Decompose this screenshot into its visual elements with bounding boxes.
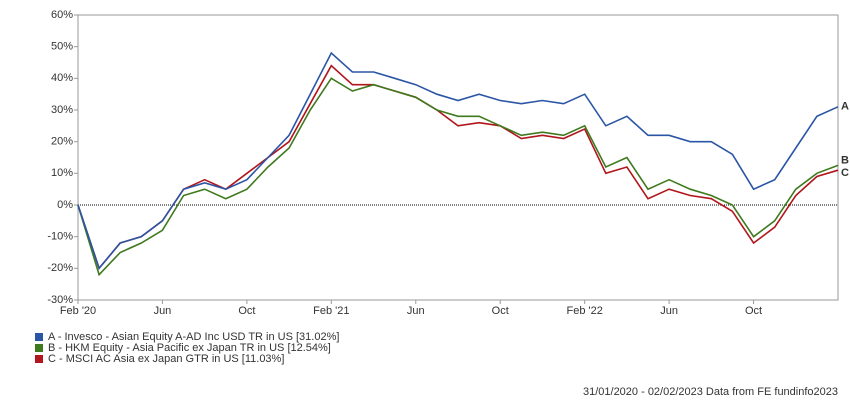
end-label: A [841,101,849,113]
y-tick-label: 60% [51,9,73,21]
y-tick-label: 0% [57,199,73,211]
y-tick-label: 20% [51,136,73,148]
y-tick-label: -20% [47,262,73,274]
x-tick-label: Feb '22 [566,305,602,317]
legend-label: B - HKM Equity - Asia Pacific ex Japan T… [48,342,331,354]
x-tick-label: Oct [238,305,255,317]
legend-swatch [35,355,43,363]
y-tick-label: 40% [51,72,73,84]
legend-swatch [35,333,43,341]
x-tick-label: Oct [745,305,762,317]
x-tick-label: Jun [660,305,678,317]
x-tick-label: Jun [154,305,172,317]
series-line [77,64,839,270]
footer: 31/01/2020 - 02/02/2023 Data from FE fun… [583,386,838,398]
legend-swatch [35,344,43,352]
x-tick-label: Oct [492,305,509,317]
x-tick-label: Feb '20 [60,305,96,317]
y-tick-label: -10% [47,231,73,243]
legend-label: A - Invesco - Asian Equity A-AD Inc USD … [48,331,339,343]
series-line [77,77,839,277]
y-tick-label: 10% [51,167,73,179]
y-tick-label: 30% [51,104,73,116]
end-label: C [841,167,849,179]
legend-label: C - MSCI AC Asia ex Japan GTR in US [11.… [48,353,284,365]
series-line [77,51,839,270]
y-tick-label: -30% [47,294,73,306]
end-label: B [841,154,849,166]
y-tick-label: 50% [51,41,73,53]
x-tick-label: Feb '21 [313,305,349,317]
x-tick-label: Jun [407,305,425,317]
plot-frame [77,14,839,301]
